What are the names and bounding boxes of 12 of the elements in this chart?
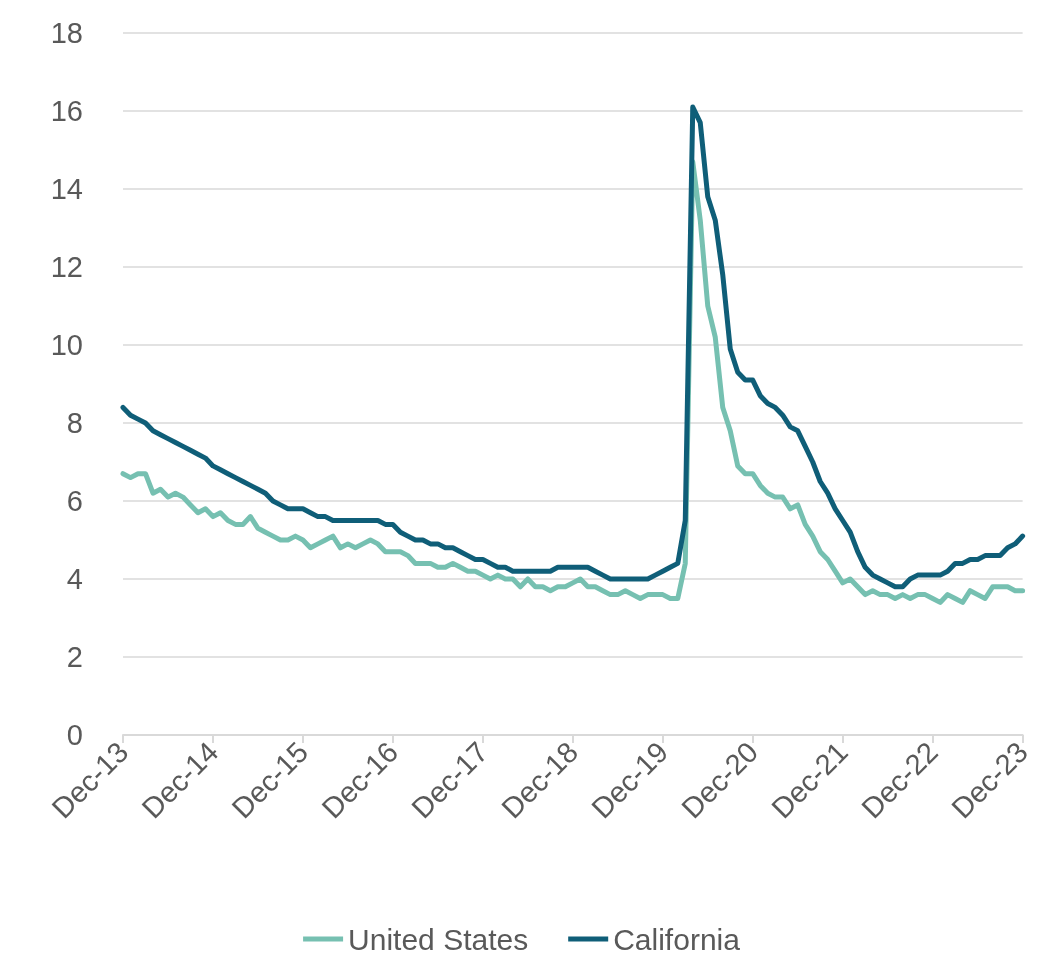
y-tick-label: 2	[66, 641, 83, 673]
y-tick-label: 8	[66, 407, 83, 439]
y-tick-label: 10	[50, 329, 83, 361]
y-tick-label: 18	[50, 17, 83, 49]
y-tick-label: 0	[66, 719, 83, 751]
legend-label: California	[613, 922, 741, 956]
y-tick-label: 12	[50, 251, 83, 283]
y-tick-label: 16	[50, 95, 83, 127]
y-tick-label: 14	[50, 173, 83, 205]
legend-label: United States	[348, 922, 529, 956]
y-tick-label: 4	[66, 563, 83, 595]
y-tick-label: 6	[66, 485, 83, 517]
